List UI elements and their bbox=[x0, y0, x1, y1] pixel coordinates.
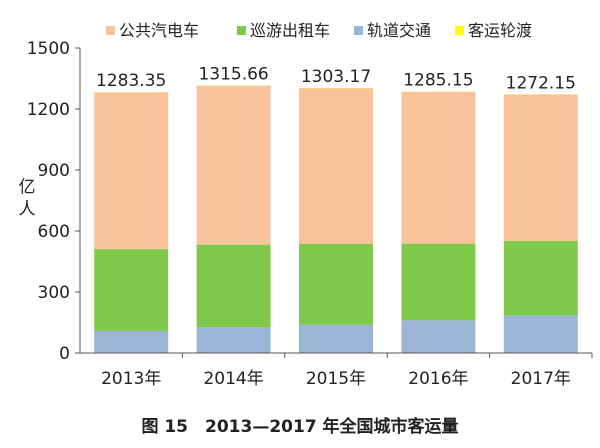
x-tick-label: 2014年 bbox=[203, 369, 263, 389]
bar-total-label: 1272.15 bbox=[506, 73, 576, 93]
legend-label: 公共汽电车 bbox=[119, 21, 199, 40]
bar-segment bbox=[94, 331, 168, 353]
bar-total-label: 1303.17 bbox=[301, 67, 371, 87]
legend: 公共汽电车 巡游出租车 轨道交通 客运轮渡 bbox=[106, 21, 532, 40]
bar-segment bbox=[94, 92, 168, 249]
chart-caption: 图 15 2013—2017 年全国城市客运量 bbox=[141, 416, 458, 437]
legend-swatch bbox=[455, 26, 464, 35]
bar-segment bbox=[197, 86, 271, 245]
legend-swatch bbox=[106, 26, 115, 35]
x-tick-label: 2017年 bbox=[511, 369, 571, 389]
legend-label: 轨道交通 bbox=[367, 21, 431, 40]
y-tick-label: 0 bbox=[59, 344, 70, 364]
y-tick-label: 600 bbox=[38, 222, 70, 242]
bar-total-label: 1283.35 bbox=[96, 71, 166, 91]
bar-total-label: 1285.15 bbox=[403, 71, 473, 91]
x-tick-label: 2016年 bbox=[408, 369, 468, 389]
bar-segment bbox=[401, 320, 475, 353]
legend-swatch bbox=[354, 26, 363, 35]
bar-segment bbox=[401, 244, 475, 321]
y-axis-label: 亿人 bbox=[19, 178, 36, 220]
y-tick-label: 1500 bbox=[27, 39, 70, 59]
legend-label: 巡游出租车 bbox=[250, 21, 330, 40]
bars-group: 1283.35 1315.66 1303.17 1285.15 1272.15 bbox=[94, 64, 578, 353]
x-axis: 2013年 2014年 2015年 2016年 2017年 bbox=[80, 353, 592, 389]
y-tick-label: 300 bbox=[38, 283, 70, 303]
bar-segment bbox=[94, 249, 168, 331]
y-axis-label-char: 人 bbox=[19, 200, 36, 220]
bar-segment bbox=[299, 88, 373, 244]
bar-segment bbox=[401, 92, 475, 244]
legend-swatch bbox=[237, 26, 246, 35]
x-tick-label: 2013年 bbox=[101, 369, 161, 389]
bar-segment bbox=[299, 325, 373, 353]
y-tick-label: 900 bbox=[38, 161, 70, 181]
y-tick-label: 1200 bbox=[27, 100, 70, 120]
bar-total-label: 1315.66 bbox=[198, 64, 268, 84]
bar-segment bbox=[197, 327, 271, 353]
bar-segment bbox=[504, 95, 578, 241]
x-tick-label: 2015年 bbox=[306, 369, 366, 389]
legend-label: 客运轮渡 bbox=[468, 21, 532, 40]
bar-segment bbox=[299, 244, 373, 325]
bar-segment bbox=[504, 315, 578, 353]
bar-segment bbox=[197, 245, 271, 328]
y-axis-label-char: 亿 bbox=[19, 178, 36, 198]
bar-segment bbox=[504, 241, 578, 315]
